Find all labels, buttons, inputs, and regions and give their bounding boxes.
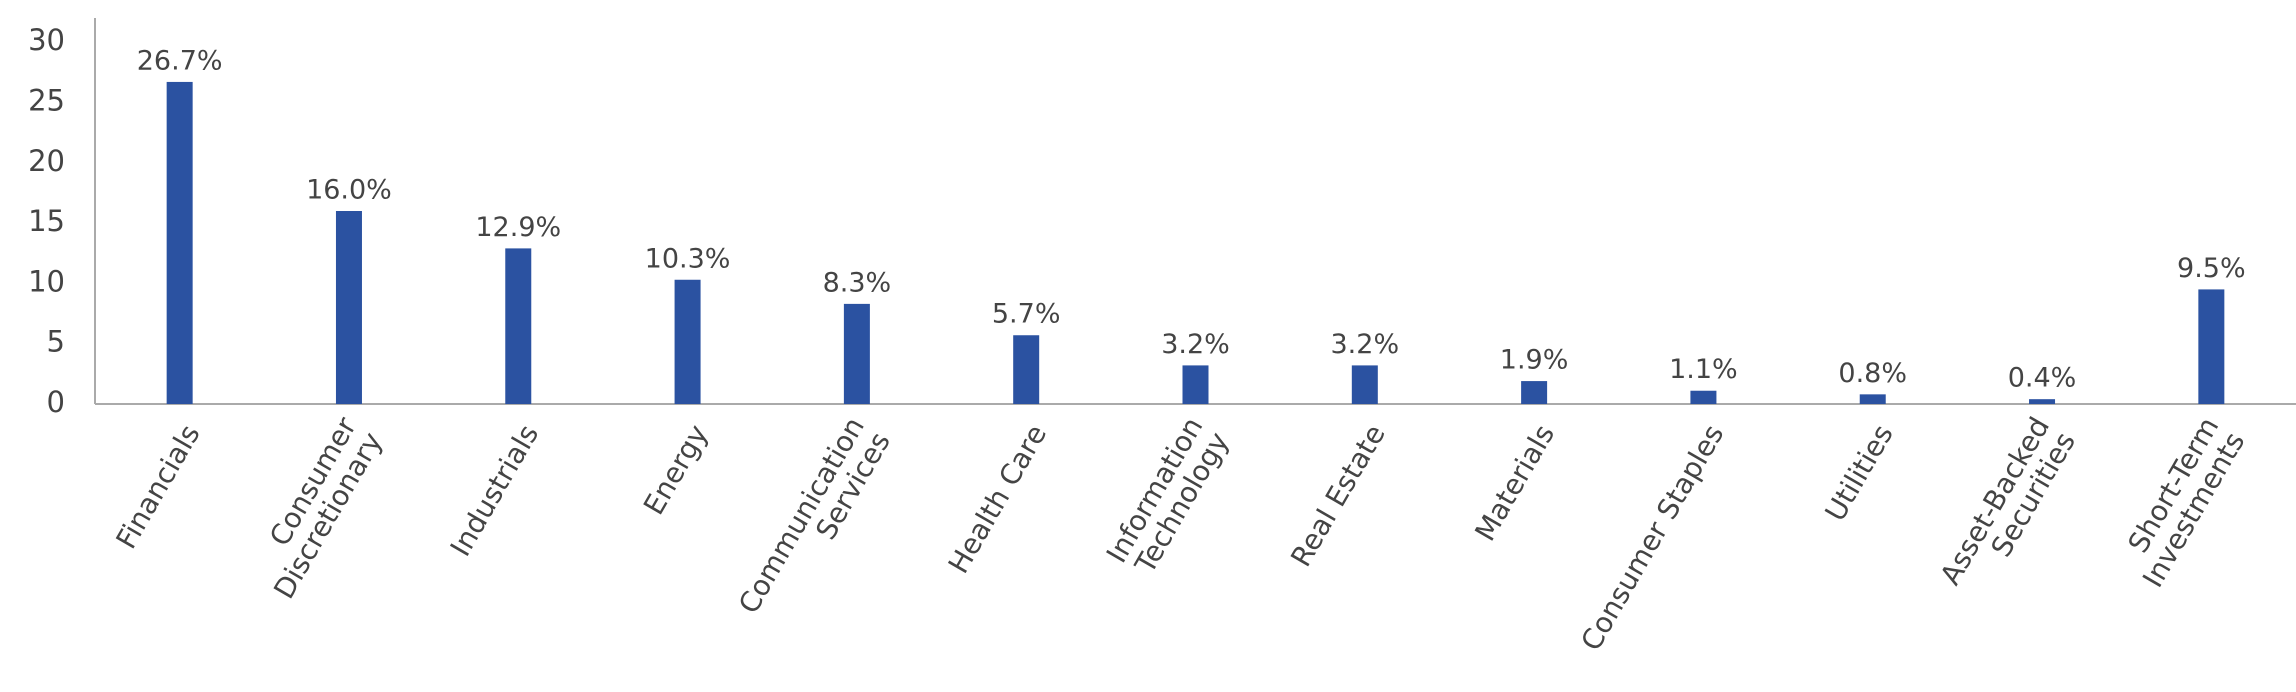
x-tick-label: CommunicationServices bbox=[732, 412, 897, 635]
y-tick-label: 15 bbox=[28, 204, 65, 238]
value-label: 0.8% bbox=[1838, 358, 1907, 389]
bar bbox=[1859, 394, 1886, 404]
value-label: 9.5% bbox=[2177, 253, 2246, 284]
value-label: 0.4% bbox=[2008, 363, 2077, 394]
value-label: 12.9% bbox=[475, 212, 561, 243]
y-tick-label: 0 bbox=[47, 385, 65, 419]
value-label: 8.3% bbox=[823, 267, 892, 298]
x-tick-label-line: Materials bbox=[1468, 419, 1561, 547]
x-tick-label: Energy bbox=[637, 419, 715, 520]
y-tick-label: 25 bbox=[28, 83, 65, 117]
bar bbox=[674, 279, 701, 404]
bar bbox=[335, 211, 362, 404]
x-tick-label-line: Financials bbox=[109, 419, 206, 554]
x-tick-label: Real Estate bbox=[1284, 419, 1392, 572]
bar bbox=[2029, 399, 2056, 404]
bar bbox=[1521, 381, 1548, 404]
x-tick-label: Financials bbox=[109, 419, 206, 554]
y-tick-label: 5 bbox=[47, 325, 65, 359]
x-tick-label: Utilities bbox=[1818, 419, 1899, 527]
x-tick-label-line: Consumer Staples bbox=[1574, 419, 1730, 656]
value-label: 3.2% bbox=[1161, 329, 1230, 360]
value-label: 16.0% bbox=[306, 175, 392, 206]
y-tick-label: 30 bbox=[28, 23, 65, 57]
bar bbox=[2198, 289, 2225, 404]
x-tick-label: Health Care bbox=[942, 419, 1053, 579]
x-tick-label-line: Utilities bbox=[1818, 419, 1899, 527]
x-tick-label-line: Energy bbox=[637, 419, 715, 520]
x-tick-label: Industrials bbox=[444, 419, 546, 562]
bar bbox=[505, 248, 532, 404]
x-tick-label: ConsumerDiscretionary bbox=[241, 411, 389, 604]
bar bbox=[166, 81, 193, 405]
value-label: 5.7% bbox=[992, 299, 1061, 330]
x-tick-label: Asset-BackedSecurities bbox=[1934, 412, 2082, 606]
bar bbox=[1182, 365, 1209, 404]
x-tick-label-line: Industrials bbox=[444, 419, 546, 562]
y-tick-label: 20 bbox=[28, 144, 65, 178]
bar bbox=[843, 303, 870, 404]
bar bbox=[1690, 390, 1717, 404]
x-tick-label-line: Real Estate bbox=[1284, 419, 1392, 572]
bar bbox=[1351, 365, 1378, 404]
bar bbox=[1013, 335, 1040, 404]
x-tick-label: InformationTechnology bbox=[1100, 412, 1236, 584]
value-label: 3.2% bbox=[1331, 329, 1400, 360]
value-label: 10.3% bbox=[645, 243, 731, 274]
x-tick-label: Materials bbox=[1468, 419, 1561, 547]
x-tick-label: Consumer Staples bbox=[1574, 419, 1730, 656]
x-tick-label-line: Health Care bbox=[942, 419, 1053, 579]
value-label: 1.9% bbox=[1500, 345, 1569, 376]
x-tick-label: Short-TermInvestments bbox=[2110, 412, 2251, 593]
value-label: 1.1% bbox=[1669, 354, 1738, 385]
y-tick-label: 10 bbox=[28, 264, 65, 298]
value-label: 26.7% bbox=[137, 45, 223, 76]
